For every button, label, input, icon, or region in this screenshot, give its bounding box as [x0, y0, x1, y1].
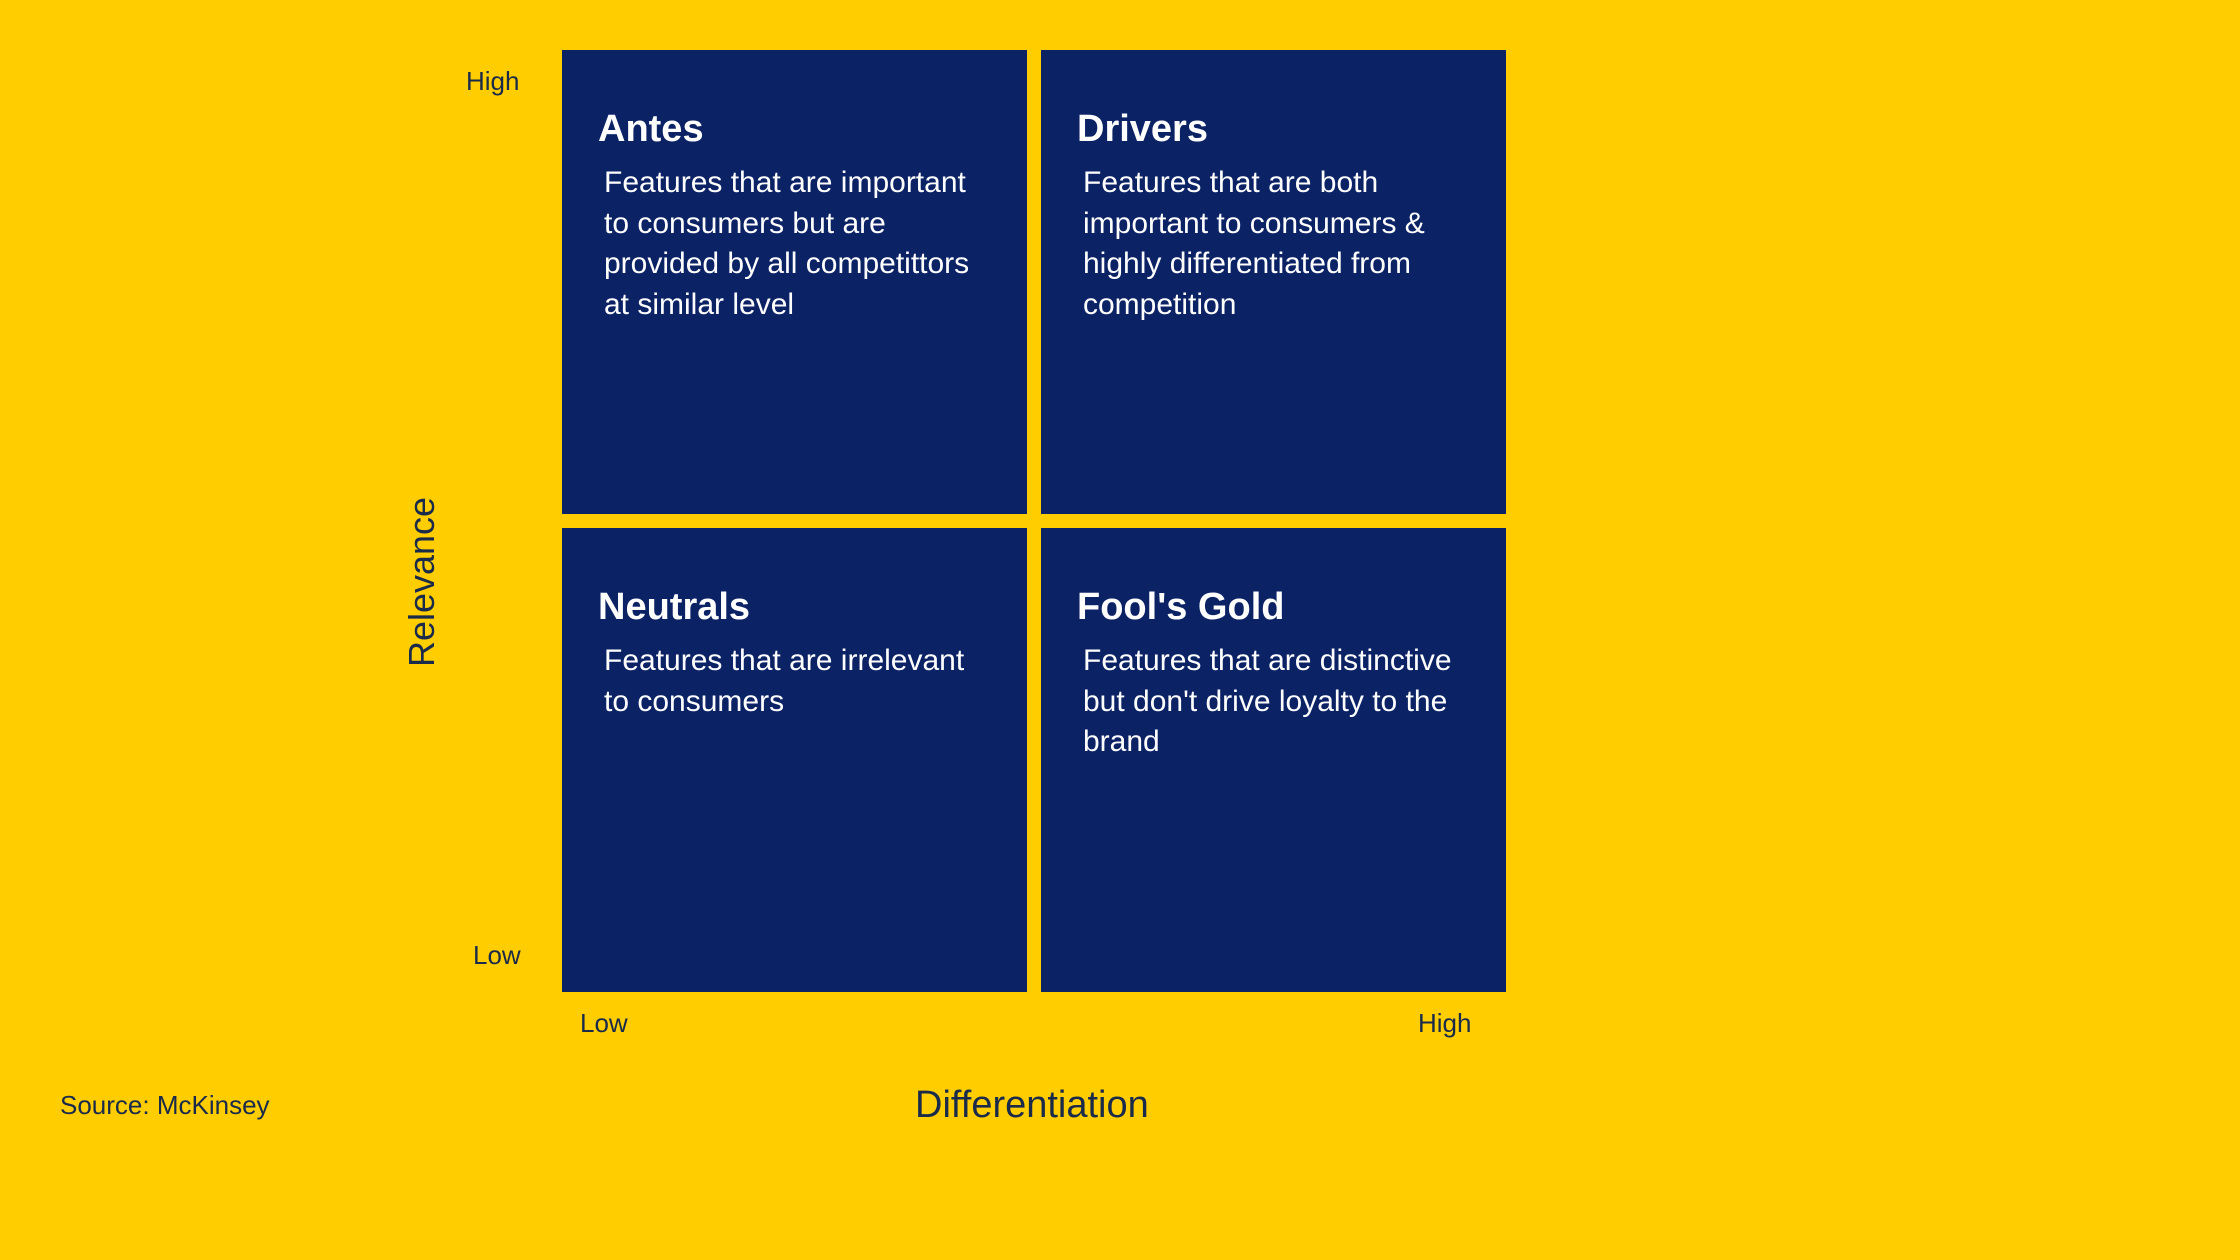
- quadrant-title: Neutrals: [598, 586, 991, 629]
- quadrant-top-left: Antes Features that are important to con…: [562, 50, 1027, 514]
- quadrant-title: Antes: [598, 108, 991, 151]
- y-axis-low-tick: Low: [473, 940, 521, 971]
- y-axis-label: Relevance: [401, 497, 443, 667]
- quadrant-bottom-left: Neutrals Features that are irrelevant to…: [562, 528, 1027, 992]
- quadrant-description: Features that are important to consumers…: [598, 163, 991, 325]
- quadrant-top-right: Drivers Features that are both important…: [1041, 50, 1506, 514]
- quadrant-description: Features that are irrelevant to consumer…: [598, 641, 991, 722]
- quadrant-description: Features that are both important to cons…: [1077, 163, 1470, 325]
- matrix-container: Relevance High Low Antes Features that a…: [0, 0, 2240, 1260]
- y-axis-high-tick: High: [466, 66, 519, 97]
- quadrant-title: Drivers: [1077, 108, 1470, 151]
- source-attribution: Source: McKinsey: [60, 1090, 270, 1121]
- quadrant-bottom-right: Fool's Gold Features that are distinctiv…: [1041, 528, 1506, 992]
- quadrant-description: Features that are distinctive but don't …: [1077, 641, 1470, 763]
- quadrant-matrix: Antes Features that are important to con…: [562, 50, 1506, 992]
- quadrant-title: Fool's Gold: [1077, 586, 1470, 629]
- x-axis-label: Differentiation: [915, 1084, 1149, 1127]
- x-axis-high-tick: High: [1418, 1008, 1471, 1039]
- x-axis-low-tick: Low: [580, 1008, 628, 1039]
